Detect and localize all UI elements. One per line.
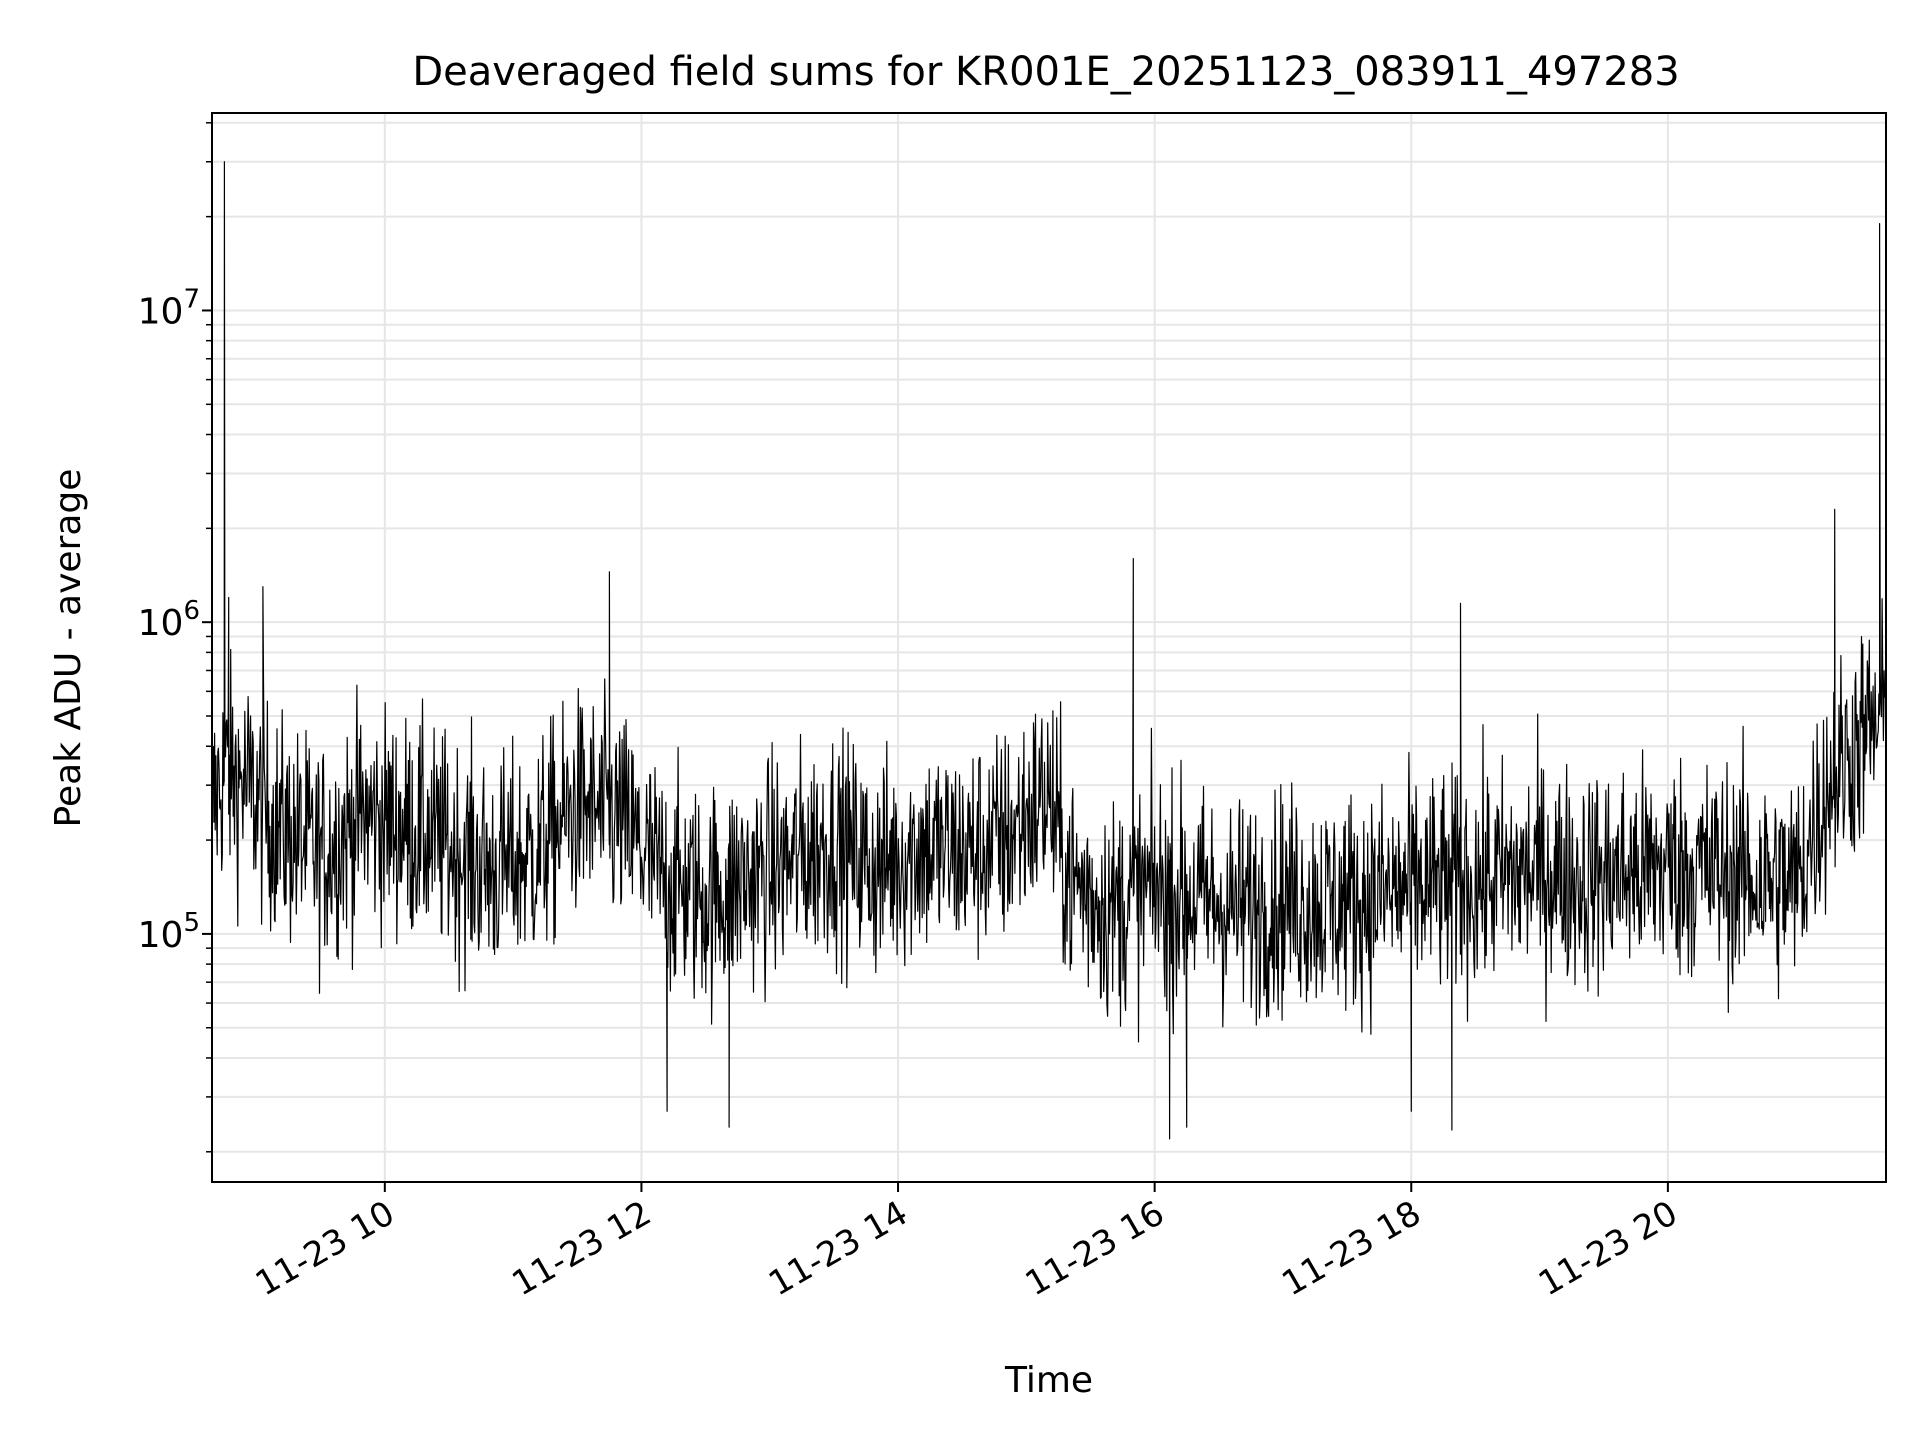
data-layer: [211, 161, 1887, 1140]
plot-frame: [211, 112, 1887, 1183]
x-axis-label: Time: [1004, 1360, 1093, 1401]
y-tick-label: 107: [138, 284, 200, 332]
y-tick-label: 105: [138, 908, 200, 956]
chart-title: Deaveraged field sums for KR001E_2025112…: [412, 49, 1679, 95]
y-tick-label: 106: [138, 596, 200, 644]
y-axis-label: Peak ADU - average: [48, 469, 89, 828]
series-line: [211, 161, 1887, 1140]
